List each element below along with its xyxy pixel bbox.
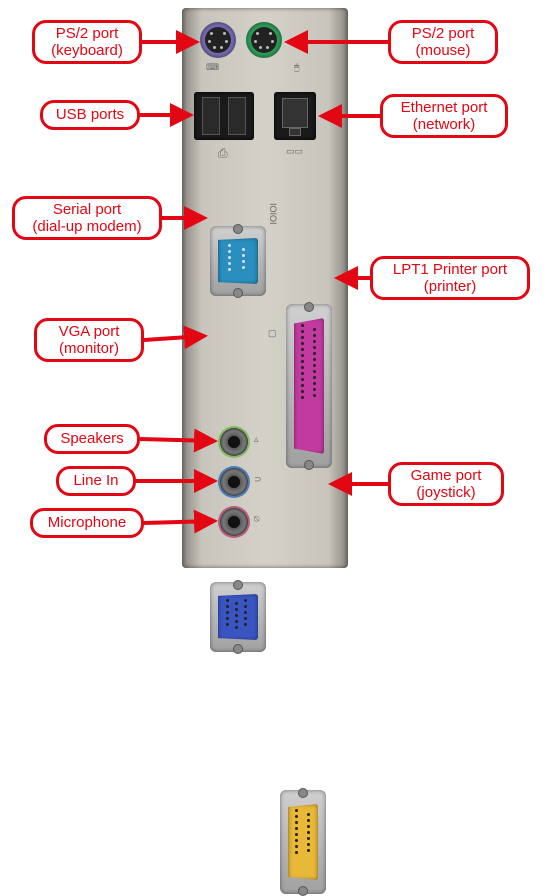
usb-icon: ⎙ [218, 146, 228, 161]
label-usb: USB ports [40, 100, 140, 130]
label-line-in: Line In [56, 466, 136, 496]
vga-port [210, 582, 266, 652]
mouse-icon: 🖱 [294, 62, 299, 73]
label-ps2-mouse: PS/2 port (mouse) [388, 20, 498, 64]
line-in-icon: ⊃ [254, 474, 262, 485]
speaker-out-icon: ▵ [254, 434, 259, 445]
keyboard-icon: ⌨ [206, 62, 219, 73]
label-game: Game port (joystick) [388, 462, 504, 506]
io-panel: ⌨ 🖱 ⎙ ▭▭ IOIOI [182, 8, 348, 568]
serial-icon: IOIOI [268, 203, 278, 225]
network-icon: ▭▭ [286, 146, 303, 157]
label-serial: Serial port (dial-up modem) [12, 196, 162, 240]
label-microphone: Microphone [30, 508, 144, 538]
monitor-icon: ▢ [268, 328, 277, 339]
lpt1-port [286, 304, 332, 468]
usb-ports [194, 92, 254, 140]
mic-icon: ⍉ [254, 514, 259, 525]
label-speakers: Speakers [44, 424, 140, 454]
speakers-jack [220, 428, 248, 456]
label-ps2-keyboard: PS/2 port (keyboard) [32, 20, 142, 64]
label-ethernet: Ethernet port (network) [380, 94, 508, 138]
ps2-mouse-port [246, 22, 282, 58]
ethernet-port [274, 92, 316, 140]
ps2-keyboard-port [200, 22, 236, 58]
microphone-jack [220, 508, 248, 536]
serial-port [210, 226, 266, 296]
game-port [280, 790, 326, 894]
label-vga: VGA port (monitor) [34, 318, 144, 362]
line-in-jack [220, 468, 248, 496]
label-lpt1: LPT1 Printer port (printer) [370, 256, 530, 300]
